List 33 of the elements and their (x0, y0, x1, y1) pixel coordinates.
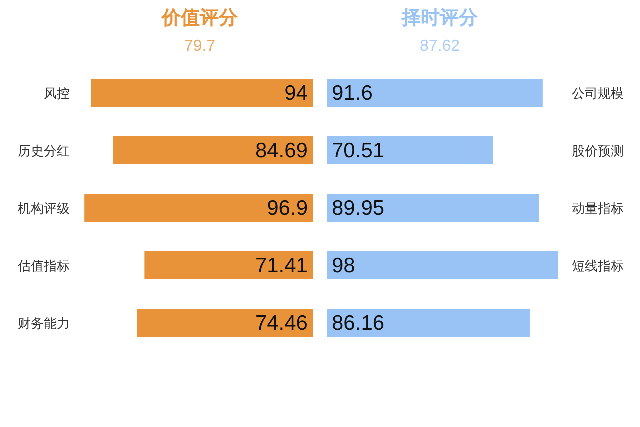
y-tick-label: 公司规模 (572, 86, 624, 101)
data-label: 84.69 (255, 140, 308, 162)
data-label: 86.16 (332, 312, 385, 335)
bar (327, 194, 540, 222)
bar (144, 252, 313, 280)
y-tick-label: 历史分红 (18, 144, 70, 158)
bar (327, 252, 558, 280)
bar (137, 309, 313, 337)
bar (327, 79, 543, 107)
bar (327, 309, 530, 337)
chart-title: 择时评分 (401, 7, 479, 29)
chart-subtitle: 87.62 (420, 38, 460, 55)
y-tick-label: 机构评级 (18, 201, 70, 216)
data-label: 91.6 (332, 82, 373, 105)
data-label: 94 (284, 82, 308, 105)
bar (113, 136, 313, 164)
data-label: 70.51 (332, 140, 385, 162)
chart-subtitle: 79.7 (184, 38, 216, 55)
y-tick-label: 财务能力 (18, 316, 70, 331)
y-tick-label: 动量指标 (572, 201, 624, 216)
data-label: 96.9 (267, 197, 308, 220)
bar (84, 194, 313, 222)
data-label: 71.41 (255, 254, 308, 278)
data-label: 89.95 (332, 197, 385, 220)
bar (327, 136, 494, 164)
data-label: 74.46 (255, 312, 308, 335)
bar (91, 79, 313, 107)
y-tick-label: 估值指标 (17, 258, 70, 274)
y-tick-label: 股价预测 (572, 144, 624, 158)
data-label: 98 (332, 254, 356, 278)
y-tick-label: 短线指标 (572, 258, 624, 274)
y-tick-label: 风控 (44, 86, 70, 101)
chart-title: 价值评分 (161, 7, 239, 29)
